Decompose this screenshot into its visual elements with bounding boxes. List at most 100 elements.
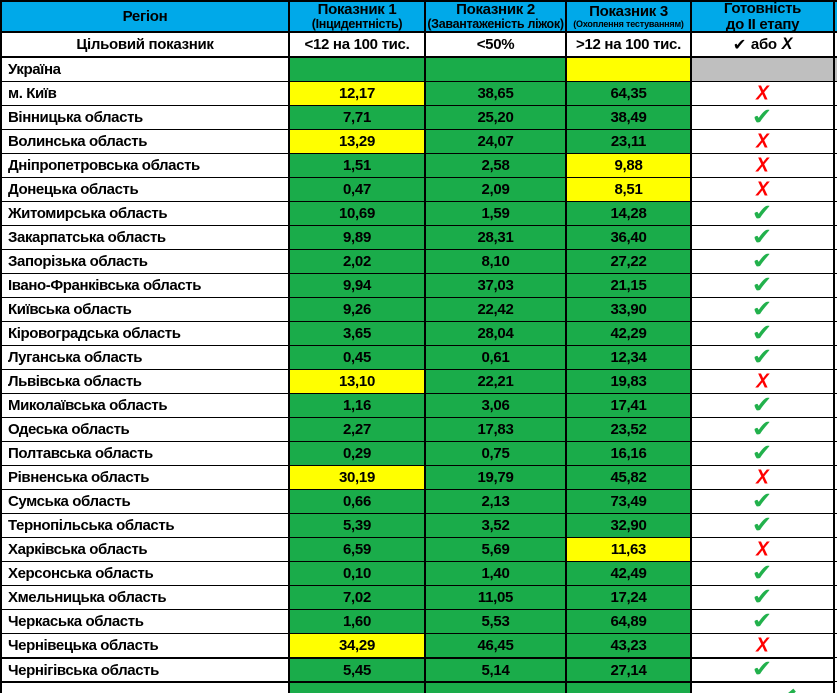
indicator3-cell[interactable]: 11,63 [567,538,692,562]
indicator1-cell[interactable]: 13,10 [290,370,426,394]
readiness-cell[interactable]: ✔ [692,343,835,370]
indicator1-cell[interactable]: 0,66 [290,490,426,514]
region-cell[interactable]: Полтавська область [2,442,290,466]
indicator2-cell[interactable]: 19,79 [426,466,567,490]
target-indicator3-cell[interactable]: >12 на 100 тис. [567,33,692,58]
indicator2-cell[interactable] [426,58,567,82]
readiness-cell[interactable]: ✔ [692,103,835,130]
indicator1-cell[interactable]: 34,29 [290,634,426,658]
indicator2-cell[interactable]: 2,13 [426,490,567,514]
readiness-cell[interactable]: Х [692,130,835,154]
region-cell[interactable]: Херсонська область [2,562,290,586]
target-indicator2-cell[interactable]: <50% [426,33,567,58]
header-indicator2-cell[interactable]: Показник 2 (Завантаженість ліжок) [426,2,567,33]
indicator2-cell[interactable]: 8,10 [426,250,567,274]
region-cell[interactable]: Миколаївська область [2,394,290,418]
readiness-cell[interactable]: Х [692,178,835,202]
region-cell[interactable]: Сумська область [2,490,290,514]
indicator2-cell[interactable]: 11,05 [426,586,567,610]
indicator3-cell[interactable] [567,58,692,82]
indicator1-cell[interactable]: 1,51 [290,154,426,178]
region-cell[interactable]: Хмельницька область [2,586,290,610]
indicator1-cell[interactable]: 9,94 [290,274,426,298]
region-cell[interactable]: Луганська область [2,346,290,370]
indicator1-cell[interactable]: 0,29 [290,442,426,466]
indicator1-cell[interactable] [290,58,426,82]
readiness-cell[interactable]: Х [692,370,835,394]
indicator3-cell[interactable]: 23,52 [567,418,692,442]
region-cell[interactable]: Одеська область [2,418,290,442]
indicator1-cell[interactable]: 0,10 [290,562,426,586]
readiness-cell[interactable]: ✔ [692,223,835,250]
region-cell[interactable]: Запорізька область [2,250,290,274]
indicator3-cell[interactable]: 17,24 [567,586,692,610]
region-cell[interactable]: Львівська область [2,370,290,394]
region-cell[interactable]: Україна [2,58,290,82]
indicator2-cell[interactable]: 28,04 [426,322,567,346]
readiness-cell[interactable]: ✔ [692,199,835,226]
indicator2-cell[interactable]: 28,31 [426,226,567,250]
indicator3-cell[interactable]: 17,41 [567,394,692,418]
indicator3-cell[interactable]: 64,89 [567,610,692,634]
header-indicator3-cell[interactable]: Показник 3 (Охоплення тестуванням) [567,2,692,33]
indicator3-cell[interactable]: 64,35 [567,82,692,106]
indicator2-cell[interactable]: 25,20 [426,106,567,130]
indicator2-cell[interactable]: 37,03 [426,274,567,298]
header-region-cell[interactable]: Регіон [2,2,290,33]
readiness-cell[interactable]: ✔ [692,319,835,346]
region-cell[interactable]: м. Київ [2,82,290,106]
indicator3-cell[interactable]: 14,28 [567,202,692,226]
indicator2-cell[interactable]: 0,61 [426,346,567,370]
indicator1-cell[interactable]: 0,47 [290,178,426,202]
indicator1-cell[interactable]: 6,59 [290,538,426,562]
header-indicator1-cell[interactable]: Показник 1 (Інцидентність) [290,2,426,33]
readiness-cell[interactable]: ✔ [692,271,835,298]
readiness-cell[interactable]: Х [692,634,835,658]
indicator3-cell[interactable]: 42,49 [567,562,692,586]
region-cell[interactable]: Дніпропетровська область [2,154,290,178]
region-cell[interactable]: Чернівецька область [2,634,290,658]
indicator1-cell[interactable]: 13,29 [290,130,426,154]
indicator3-cell[interactable]: 8,51 [567,178,692,202]
indicator3-cell[interactable]: 36,40 [567,226,692,250]
header-readiness-cell[interactable]: Готовність до II етапу [692,2,835,33]
indicator2-cell[interactable]: 17,83 [426,418,567,442]
indicator1-cell[interactable]: 1,60 [290,610,426,634]
indicator2-cell[interactable]: 5,69 [426,538,567,562]
region-cell[interactable]: Вінницька область [2,106,290,130]
indicator1-cell[interactable]: 3,65 [290,322,426,346]
readiness-cell[interactable]: ✔ [692,415,835,442]
indicator2-cell[interactable]: 22,21 [426,370,567,394]
indicator1-cell[interactable]: 2,02 [290,250,426,274]
readiness-cell[interactable] [692,58,835,82]
indicator1-cell[interactable]: 1,16 [290,394,426,418]
indicator3-cell[interactable]: 43,23 [567,634,692,658]
indicator1-cell[interactable]: 9,26 [290,298,426,322]
indicator1-cell[interactable]: 9,89 [290,226,426,250]
indicator3-cell[interactable]: 45,82 [567,466,692,490]
indicator2-cell[interactable]: 3,52 [426,514,567,538]
region-cell[interactable]: Рівненська область [2,466,290,490]
indicator3-cell[interactable]: 32,90 [567,514,692,538]
indicator2-cell[interactable]: 2,58 [426,154,567,178]
indicator1-cell[interactable]: 10,69 [290,202,426,226]
region-cell[interactable]: Донецька область [2,178,290,202]
readiness-cell[interactable]: ✔ [692,391,835,418]
indicator2-cell[interactable]: 24,07 [426,130,567,154]
indicator3-cell[interactable]: 38,49 [567,106,692,130]
region-cell[interactable]: Волинська область [2,130,290,154]
indicator3-cell[interactable]: 33,90 [567,298,692,322]
indicator1-cell[interactable]: 5,45 [290,658,426,682]
indicator3-cell[interactable]: 21,15 [567,274,692,298]
indicator2-cell[interactable]: 0,75 [426,442,567,466]
indicator1-cell[interactable]: 0,45 [290,346,426,370]
indicator1-cell[interactable]: 5,39 [290,514,426,538]
indicator1-cell[interactable]: 2,27 [290,418,426,442]
indicator2-cell[interactable]: 2,09 [426,178,567,202]
target-indicator1-cell[interactable]: <12 на 100 тис. [290,33,426,58]
indicator2-cell[interactable]: 1,40 [426,562,567,586]
region-cell[interactable]: Житомирська область [2,202,290,226]
region-cell[interactable]: Тернопільська область [2,514,290,538]
indicator3-cell[interactable]: 12,34 [567,346,692,370]
region-cell[interactable]: Кіровоградська область [2,322,290,346]
